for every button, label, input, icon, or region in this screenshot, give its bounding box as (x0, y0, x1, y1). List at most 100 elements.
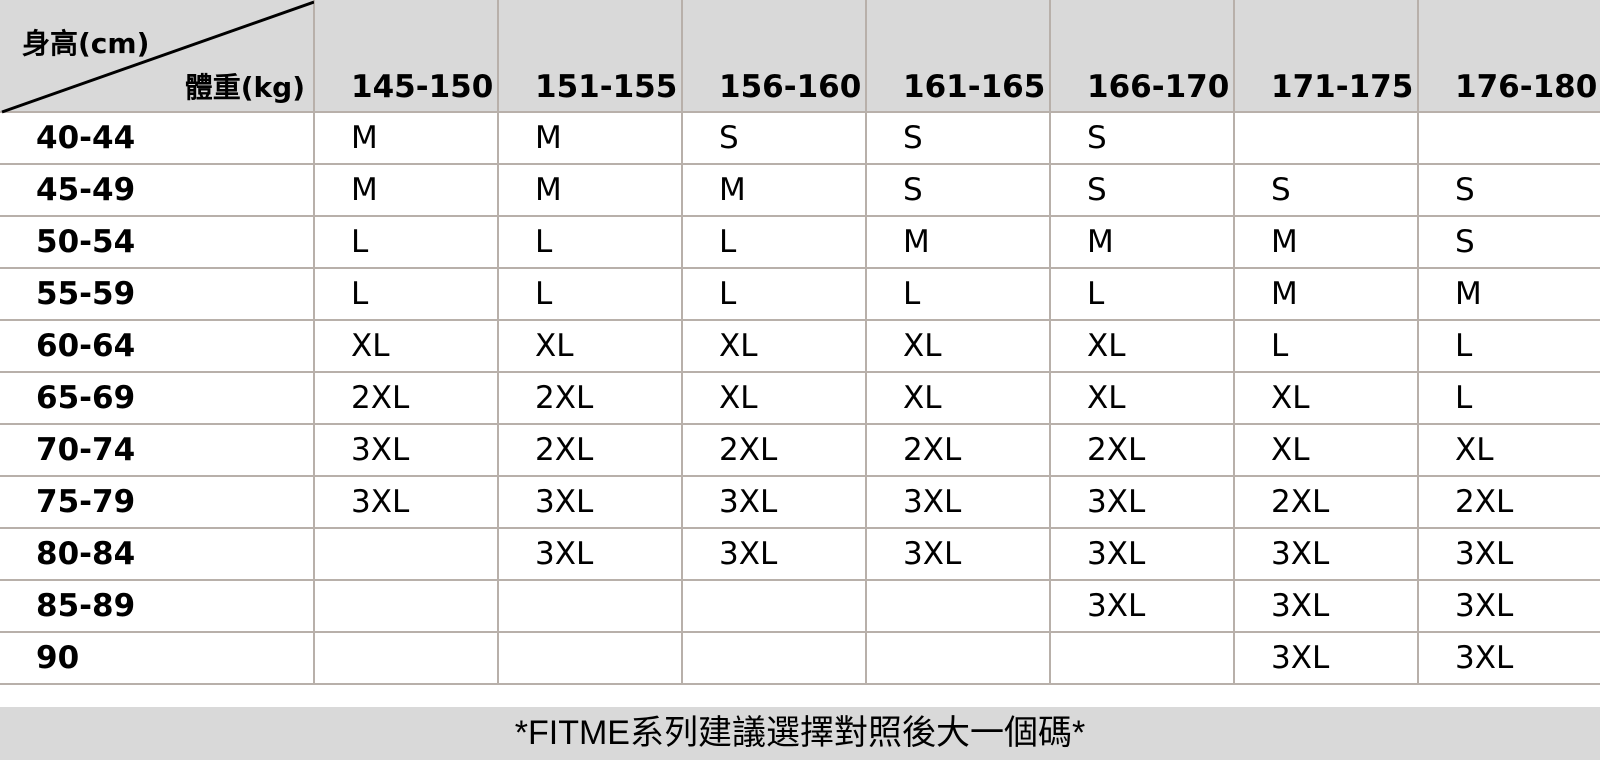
size-cell (313, 579, 499, 633)
size-cell: M (497, 111, 683, 165)
size-cell: M (1417, 267, 1600, 321)
size-cell: M (313, 111, 499, 165)
size-cell: 3XL (497, 475, 683, 529)
size-cell: 3XL (1417, 631, 1600, 685)
table-row: 70-74 3XL 2XL 2XL 2XL 2XL XL XL (0, 423, 1600, 477)
table-row: 85-89 3XL 3XL 3XL (0, 579, 1600, 633)
size-cell: XL (865, 319, 1051, 373)
size-cell (313, 631, 499, 685)
table-row: 45-49 M M M S S S S (0, 163, 1600, 217)
size-cell (1417, 111, 1600, 165)
size-cell: XL (865, 371, 1051, 425)
size-cell: S (1233, 163, 1419, 217)
size-cell (497, 579, 683, 633)
size-cell: M (313, 163, 499, 217)
size-cell: XL (681, 319, 867, 373)
size-cell: 3XL (1417, 579, 1600, 633)
weight-range: 55-59 (0, 267, 315, 321)
size-cell: XL (1049, 319, 1235, 373)
size-cell: M (681, 163, 867, 217)
size-cell: L (1417, 319, 1600, 373)
footer-note: *FITME系列建議選擇對照後大一個碼* (0, 707, 1600, 760)
weight-range: 90 (0, 631, 315, 685)
size-cell: 3XL (1233, 527, 1419, 581)
table-row: 50-54 L L L M M M S (0, 215, 1600, 269)
weight-range: 80-84 (0, 527, 315, 581)
size-cell: 3XL (865, 527, 1051, 581)
size-cell: L (681, 215, 867, 269)
size-cell: L (313, 215, 499, 269)
column-header-height: 166-170 (1049, 0, 1235, 113)
size-cell (865, 579, 1051, 633)
weight-range: 70-74 (0, 423, 315, 477)
size-cell: XL (1417, 423, 1600, 477)
size-cell: 3XL (681, 527, 867, 581)
size-cell: L (497, 267, 683, 321)
size-cell: L (865, 267, 1051, 321)
weight-range: 45-49 (0, 163, 315, 217)
size-cell: S (865, 111, 1051, 165)
size-cell: 3XL (1233, 631, 1419, 685)
size-chart-table: 身高(cm) 體重(kg) 145-150 151-155 156-160 161-1… (0, 0, 1600, 685)
column-header-height: 156-160 (681, 0, 867, 113)
size-cell: L (1049, 267, 1235, 321)
size-cell: 3XL (865, 475, 1051, 529)
size-cell: 2XL (1233, 475, 1419, 529)
column-header-height: 176-180 (1417, 0, 1600, 113)
weight-range: 40-44 (0, 111, 315, 165)
size-cell: L (1417, 371, 1600, 425)
table-row: 75-79 3XL 3XL 3XL 3XL 3XL 2XL 2XL (0, 475, 1600, 529)
size-cell: S (681, 111, 867, 165)
size-cell (497, 631, 683, 685)
size-cell: 3XL (681, 475, 867, 529)
corner-cell: 身高(cm) 體重(kg) (0, 0, 315, 114)
size-cell: L (1233, 319, 1419, 373)
size-cell: 2XL (681, 423, 867, 477)
size-cell (681, 579, 867, 633)
weight-range: 75-79 (0, 475, 315, 529)
size-cell (1049, 631, 1235, 685)
header-row: 身高(cm) 體重(kg) 145-150 151-155 156-160 161-1… (0, 0, 1600, 114)
size-cell: XL (497, 319, 683, 373)
table-row: 55-59 L L L L L M M (0, 267, 1600, 321)
size-cell: 2XL (497, 423, 683, 477)
size-cell: XL (681, 371, 867, 425)
size-cell: S (1049, 111, 1235, 165)
diagonal-line (1, 0, 314, 114)
column-header-height: 171-175 (1233, 0, 1419, 113)
weight-range: 85-89 (0, 579, 315, 633)
size-cell: M (1049, 215, 1235, 269)
height-label: 身高(cm) (22, 27, 150, 60)
size-cell: 3XL (1417, 527, 1600, 581)
column-header-height: 151-155 (497, 0, 683, 113)
table-row: 40-44 M M S S S (0, 111, 1600, 165)
column-header-height: 145-150 (313, 0, 499, 113)
size-cell: 2XL (497, 371, 683, 425)
weight-range: 60-64 (0, 319, 315, 373)
size-cell: S (1417, 215, 1600, 269)
column-header-height: 161-165 (865, 0, 1051, 113)
size-cell: S (1049, 163, 1235, 217)
size-cell: L (313, 267, 499, 321)
size-cell: XL (313, 319, 499, 373)
size-cell (1233, 111, 1419, 165)
weight-range: 50-54 (0, 215, 315, 269)
size-cell: M (497, 163, 683, 217)
table-row: 80-84 3XL 3XL 3XL 3XL 3XL 3XL (0, 527, 1600, 581)
size-cell: M (1233, 267, 1419, 321)
size-cell: S (865, 163, 1051, 217)
table-row: 65-69 2XL 2XL XL XL XL XL L (0, 371, 1600, 425)
size-cell: XL (1233, 423, 1419, 477)
size-cell: 3XL (313, 423, 499, 477)
size-cell: 3XL (1233, 579, 1419, 633)
size-cell: 3XL (1049, 475, 1235, 529)
size-cell: 3XL (1049, 579, 1235, 633)
size-cell: 2XL (1417, 475, 1600, 529)
size-cell: 2XL (865, 423, 1051, 477)
size-cell: S (1417, 163, 1600, 217)
weight-range: 65-69 (0, 371, 315, 425)
weight-label: 體重(kg) (184, 71, 305, 104)
size-cell: 3XL (497, 527, 683, 581)
size-cell: L (497, 215, 683, 269)
size-cell (681, 631, 867, 685)
